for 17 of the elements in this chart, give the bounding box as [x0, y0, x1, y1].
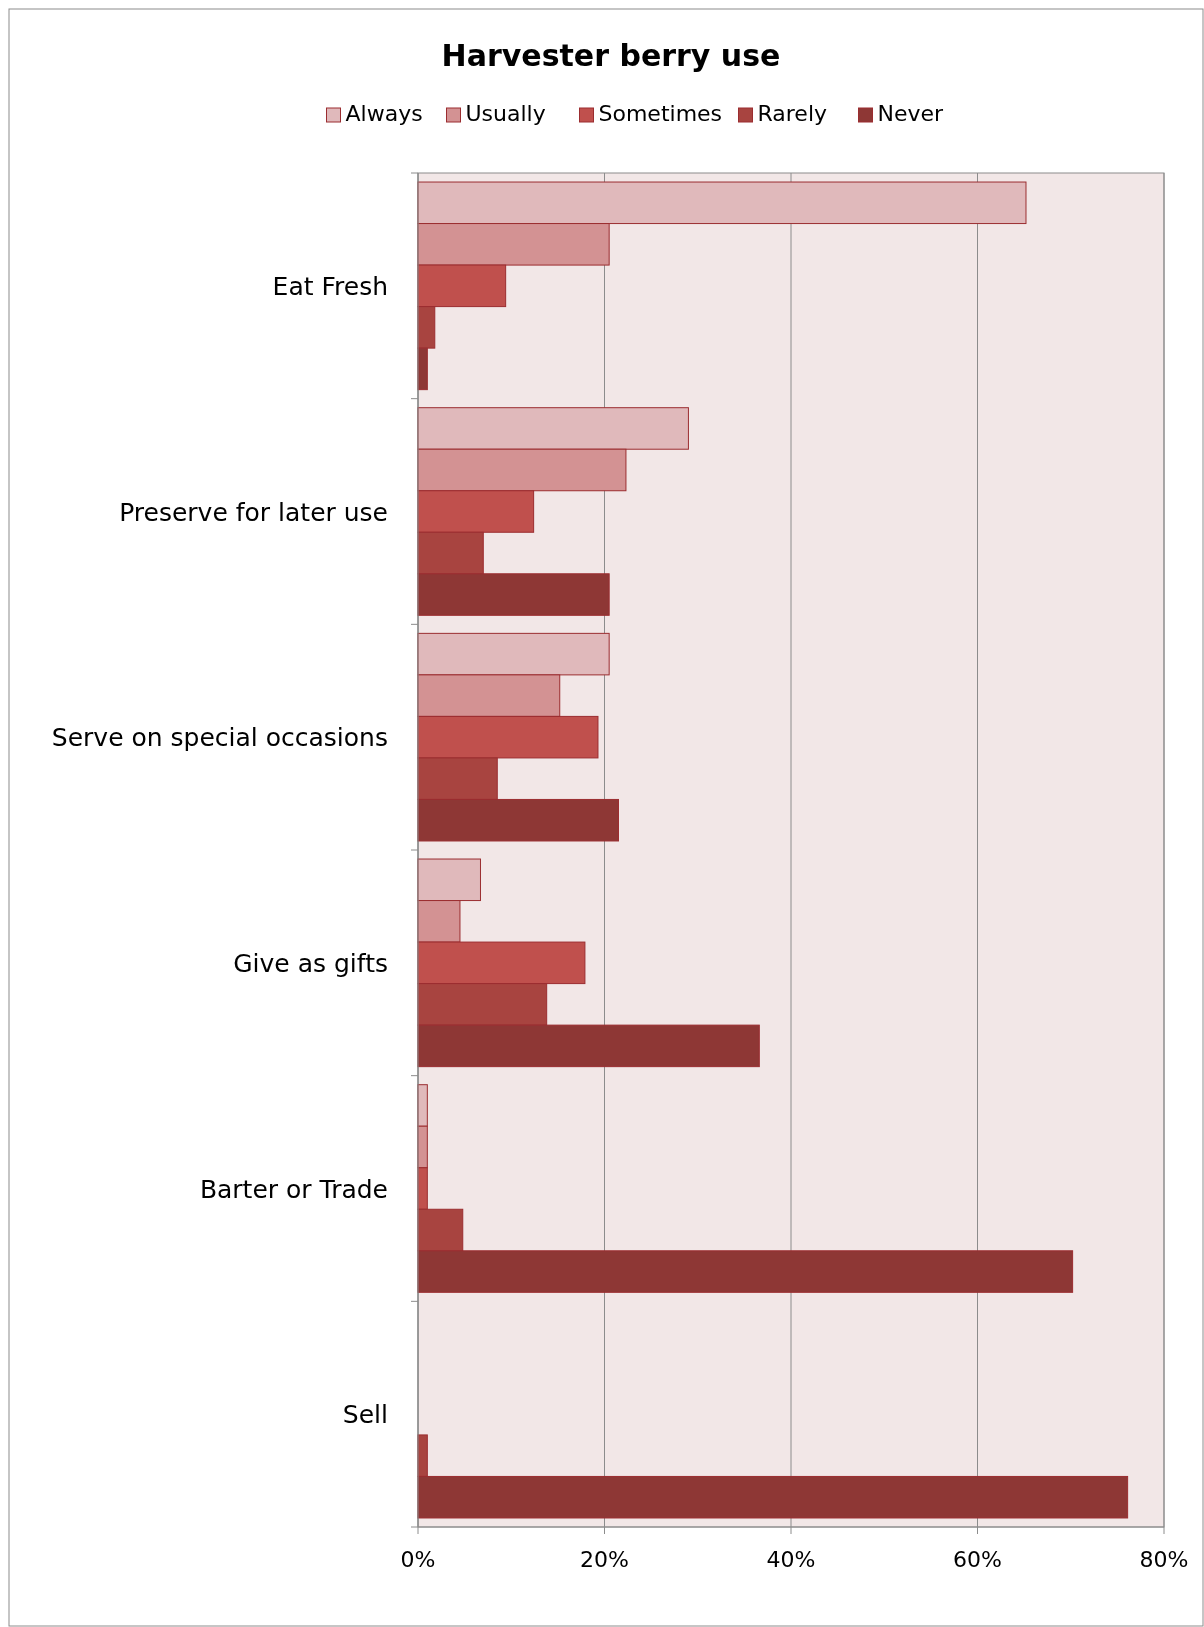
- y-tick-label: Serve on special occasions: [51, 723, 388, 753]
- y-tick-label: Barter or Trade: [199, 1174, 388, 1204]
- x-tick-label: 40%: [766, 1547, 816, 1572]
- chart-title: Harvester berry use: [441, 38, 781, 73]
- legend-label: Always: [345, 101, 423, 126]
- y-tick-label: Eat Fresh: [272, 271, 388, 301]
- y-tick-label: Sell: [342, 1400, 388, 1430]
- legend-label: Rarely: [757, 101, 828, 126]
- x-tick-label: 20%: [580, 1547, 629, 1572]
- y-tick-label: Give as gifts: [233, 948, 388, 978]
- x-tick-label: 0%: [400, 1547, 436, 1572]
- legend-label: Usually: [465, 101, 546, 126]
- x-tick-label: 80%: [1139, 1547, 1189, 1572]
- x-tick-label: 60%: [953, 1547, 1002, 1572]
- y-tick-label: Preserve for later use: [119, 497, 388, 527]
- legend-label: Never: [877, 101, 945, 126]
- legend-label: Sometimes: [598, 101, 723, 126]
